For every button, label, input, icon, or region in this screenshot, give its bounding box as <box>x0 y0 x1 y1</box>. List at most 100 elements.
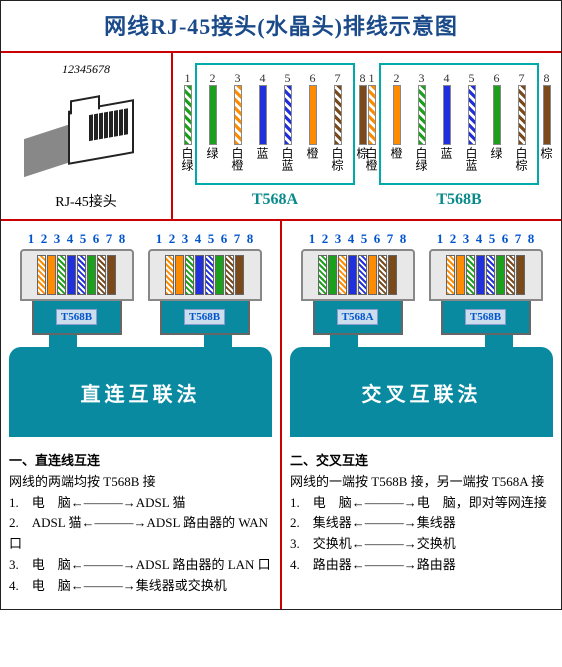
pin-number: 5 <box>487 231 497 247</box>
connection-row: 4. 路由器←———→路由器 <box>290 555 553 576</box>
wire: 5白蓝 <box>463 71 480 179</box>
pin-number: 5 <box>78 231 88 247</box>
plug-wire <box>496 255 505 295</box>
plug-wire <box>516 255 525 295</box>
wire: 7白棕 <box>513 71 530 179</box>
pin-number: 3 <box>52 231 62 247</box>
right-column: 12345678 T568A 12345678 T568B 交叉互联法 <box>282 221 561 609</box>
rj45-label: RJ-45接头 <box>55 191 116 211</box>
t568b-name: T568B <box>379 191 539 209</box>
diagram-page: 网线RJ-45接头(水晶头)排线示意图 12345678 RJ-45接头 1白绿… <box>0 0 562 610</box>
left-cable: 直连互联法 <box>9 347 272 437</box>
t568a-pins: 1白绿2绿3白橙4蓝5白蓝6橙7白棕8棕 <box>179 71 371 179</box>
wire: 5白蓝 <box>279 71 296 179</box>
plug-wire <box>358 255 367 295</box>
rj45-plug-illustration <box>26 77 146 187</box>
plug-wire <box>348 255 357 295</box>
left-heading: 一、直连线互连 <box>9 451 272 472</box>
plug-wire <box>185 255 194 295</box>
pin-number: 3 <box>180 231 190 247</box>
plug-wire <box>466 255 475 295</box>
wire: 1白绿 <box>179 71 196 179</box>
pin-number: 4 <box>65 231 75 247</box>
left-plug-a: 12345678 T568B <box>20 231 134 335</box>
pin-number: 8 <box>526 231 536 247</box>
top-standards: 1白绿2绿3白橙4蓝5白蓝6橙7白棕8棕 T568A 1白橙2橙3白绿4蓝5白蓝… <box>173 53 561 219</box>
plug-tag: T568B <box>184 309 225 325</box>
right-desc: 二、交叉互连 网线的一端按 T568B 接，另一端按 T568A 接 1. 电 … <box>290 451 553 576</box>
connection-row: 2. ADSL 猫←———→ADSL 路由器的 WAN 口 <box>9 513 272 555</box>
plug-wire <box>235 255 244 295</box>
pin-number: 1 <box>307 231 317 247</box>
connection-row: 2. 集线器←———→集线器 <box>290 513 553 534</box>
plug-tag: T568A <box>337 309 379 325</box>
wire: 2绿 <box>204 71 221 179</box>
t568b-panel: 1白橙2橙3白绿4蓝5白蓝6绿7白棕8棕 T568B <box>379 63 539 209</box>
plug-wire <box>47 255 56 295</box>
left-column: 12345678 T568B 12345678 T568B 直连互联法 <box>1 221 280 609</box>
pin-number: 5 <box>359 231 369 247</box>
right-heading: 二、交叉互连 <box>290 451 553 472</box>
plug-wire <box>67 255 76 295</box>
wire: 4蓝 <box>254 71 271 179</box>
plug-wire <box>486 255 495 295</box>
plug-wire <box>328 255 337 295</box>
page-title: 网线RJ-45接头(水晶头)排线示意图 <box>1 1 561 51</box>
wire: 8棕 <box>538 71 555 179</box>
plug-wire <box>225 255 234 295</box>
bottom-section: 12345678 T568B 12345678 T568B 直连互联法 <box>1 221 561 609</box>
pin-number: 7 <box>513 231 523 247</box>
wire: 3白橙 <box>229 71 246 179</box>
plug-wire <box>37 255 46 295</box>
left-plug-b: 12345678 T568B <box>148 231 262 335</box>
right-cable: 交叉互联法 <box>290 347 553 437</box>
left-desc: 一、直连线互连 网线的两端均按 T568B 接 1. 电 脑←———→ADSL … <box>9 451 272 597</box>
plug-wire <box>338 255 347 295</box>
pin-number: 1 <box>154 231 164 247</box>
pin-number: 6 <box>219 231 229 247</box>
pin-number: 2 <box>320 231 330 247</box>
plug-tag: T568B <box>465 309 506 325</box>
plug-wire <box>107 255 116 295</box>
wire: 7白棕 <box>329 71 346 179</box>
pin-number: 1 <box>435 231 445 247</box>
plug-wire <box>476 255 485 295</box>
pin-number: 5 <box>206 231 216 247</box>
pin-number: 8 <box>117 231 127 247</box>
pin-number: 2 <box>448 231 458 247</box>
t568b-pins: 1白橙2橙3白绿4蓝5白蓝6绿7白棕8棕 <box>363 71 555 179</box>
wire: 4蓝 <box>438 71 455 179</box>
top-left-cell: 12345678 RJ-45接头 <box>1 53 171 219</box>
t568a-name: T568A <box>195 191 355 209</box>
connection-row: 1. 电 脑←———→电 脑，即对等网连接 <box>290 493 553 514</box>
plug-wire <box>205 255 214 295</box>
pin-number: 7 <box>104 231 114 247</box>
pin-number: 2 <box>167 231 177 247</box>
wire: 6绿 <box>488 71 505 179</box>
plug-wire <box>195 255 204 295</box>
top-section: 12345678 RJ-45接头 1白绿2绿3白橙4蓝5白蓝6橙7白棕8棕 T5… <box>1 53 561 219</box>
plug-wire <box>165 255 174 295</box>
pin-number: 6 <box>91 231 101 247</box>
connection-row: 3. 电 脑←———→ADSL 路由器的 LAN 口 <box>9 555 272 576</box>
connection-row: 1. 电 脑←———→ADSL 猫 <box>9 493 272 514</box>
pin-number: 7 <box>232 231 242 247</box>
pin-number: 3 <box>333 231 343 247</box>
plug-wire <box>388 255 397 295</box>
pin-number: 6 <box>372 231 382 247</box>
pin-number: 7 <box>385 231 395 247</box>
plug-wire <box>57 255 66 295</box>
right-plug-a: 12345678 T568A <box>301 231 415 335</box>
plug-wire <box>456 255 465 295</box>
right-method: 交叉互联法 <box>362 378 482 407</box>
pin-number: 6 <box>500 231 510 247</box>
pin-number: 1 <box>26 231 36 247</box>
left-sub: 网线的两端均按 T568B 接 <box>9 472 272 493</box>
pin-number: 4 <box>474 231 484 247</box>
right-sub: 网线的一端按 T568B 接，另一端按 T568A 接 <box>290 472 553 493</box>
plug-wire <box>175 255 184 295</box>
pin-nums-label: 12345678 <box>62 62 110 77</box>
left-method: 直连互联法 <box>81 378 201 407</box>
plug-wire <box>87 255 96 295</box>
t568a-panel: 1白绿2绿3白橙4蓝5白蓝6橙7白棕8棕 T568A <box>195 63 355 209</box>
